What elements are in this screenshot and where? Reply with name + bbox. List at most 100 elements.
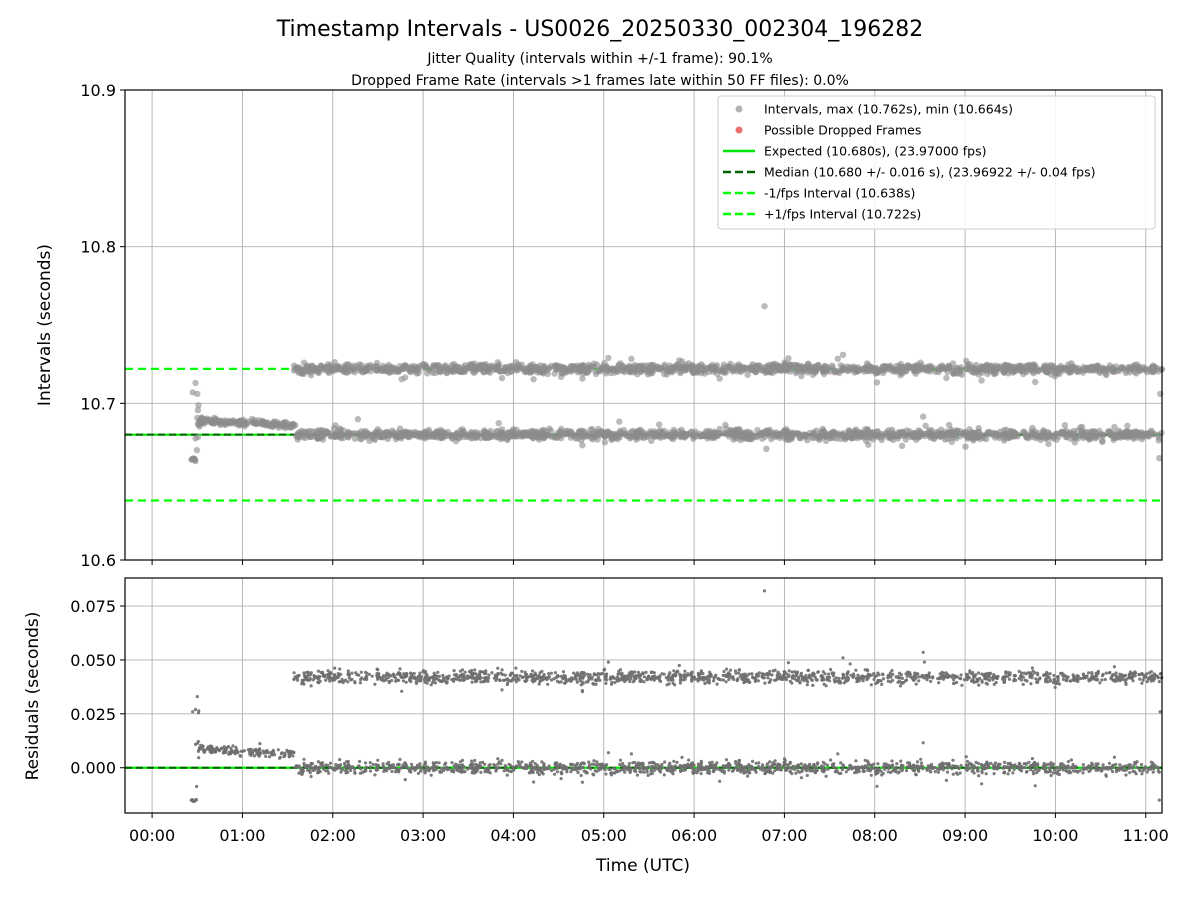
residuals-data-point xyxy=(677,663,681,668)
intervals-data-point xyxy=(530,376,537,383)
chart-subtitle-dropped: Dropped Frame Rate (intervals >1 frames … xyxy=(351,73,849,89)
residuals-data-point xyxy=(326,769,330,773)
residuals-data-point xyxy=(597,768,601,772)
intervals-data-point xyxy=(978,363,985,370)
residuals-data-point xyxy=(498,678,502,683)
intervals-data-point xyxy=(472,434,479,442)
intervals-data-point xyxy=(597,429,605,436)
intervals-data-point xyxy=(810,429,818,436)
residuals-data-point xyxy=(618,758,623,762)
residuals-data-point xyxy=(1071,762,1075,767)
residuals-data-point xyxy=(549,671,554,675)
intervals-data-point xyxy=(417,432,425,439)
intervals-data-point xyxy=(1061,422,1069,429)
residuals-data-point xyxy=(933,766,937,770)
intervals-data-point xyxy=(1062,433,1070,441)
residuals-data-point xyxy=(967,762,972,766)
intervals-data-point xyxy=(950,370,958,377)
residuals-data-point xyxy=(689,764,693,768)
residuals-data-point xyxy=(936,770,941,774)
residuals-data-point xyxy=(951,772,955,776)
intervals-data-point xyxy=(292,421,299,429)
intervals-data-point xyxy=(495,420,502,427)
residuals-data-point xyxy=(587,760,591,764)
intervals-data-point xyxy=(319,430,327,437)
intervals-data-point xyxy=(669,432,676,439)
intervals-data-point xyxy=(523,429,530,436)
intervals-data-point xyxy=(985,430,992,438)
residuals-data-point xyxy=(1139,763,1144,767)
residuals-data-point xyxy=(197,756,201,760)
residuals-data-point xyxy=(882,765,886,769)
residuals-data-point xyxy=(515,764,519,768)
residuals-data-point xyxy=(560,771,564,775)
intervals-data-point xyxy=(592,370,600,378)
residuals-data-point xyxy=(1081,771,1085,775)
residuals-data-point xyxy=(428,766,433,771)
intervals-data-point xyxy=(1002,362,1009,370)
residuals-data-point xyxy=(536,767,540,771)
intervals-data-point xyxy=(355,430,362,437)
residuals-data-point xyxy=(647,765,651,769)
residuals-data-point xyxy=(718,779,722,783)
residuals-data-point xyxy=(707,765,711,770)
residuals-data-point xyxy=(1094,762,1098,766)
residuals-data-point xyxy=(258,747,262,751)
intervals-data-point xyxy=(567,434,575,441)
residuals-data-point xyxy=(638,766,642,771)
residuals-data-point xyxy=(808,769,812,773)
residuals-data-point xyxy=(761,765,765,769)
intervals-data-point xyxy=(469,364,476,371)
intervals-data-point xyxy=(1031,428,1038,435)
residuals-data-point xyxy=(450,769,454,773)
legend-label-intervals: Intervals, max (10.762s), min (10.664s) xyxy=(764,102,1013,117)
residuals-data-point xyxy=(947,763,951,767)
intervals-data-point xyxy=(743,434,751,442)
intervals-data-point xyxy=(951,430,959,437)
intervals-data-point xyxy=(429,369,436,376)
intervals-data-point xyxy=(275,421,282,428)
residuals-data-point xyxy=(1075,769,1079,773)
residuals-data-point xyxy=(278,756,282,760)
intervals-data-point xyxy=(348,362,356,370)
intervals-data-point xyxy=(873,379,881,386)
intervals-data-point xyxy=(964,431,971,438)
residuals-data-point xyxy=(219,747,223,751)
residuals-data-point xyxy=(473,758,477,763)
residuals-data-point xyxy=(673,768,677,772)
intervals-data-point xyxy=(497,428,505,435)
residuals-data-point xyxy=(542,762,546,766)
residuals-data-point xyxy=(977,774,981,778)
residuals-data-point xyxy=(279,752,283,756)
residuals-data-point xyxy=(239,754,243,758)
intervals-data-point xyxy=(198,417,205,424)
residuals-data-point xyxy=(821,769,825,773)
residuals-data-point xyxy=(836,752,840,756)
intervals-data-point xyxy=(340,368,348,375)
intervals-data-point xyxy=(581,428,588,435)
residuals-data-point xyxy=(264,754,268,759)
residuals-data-point xyxy=(395,763,400,767)
residuals-data-point xyxy=(553,772,557,776)
residuals-data-point xyxy=(663,760,667,764)
intervals-data-point xyxy=(843,434,850,441)
residuals-data-point xyxy=(650,764,654,769)
residuals-data-point xyxy=(1132,763,1136,768)
residuals-data-point xyxy=(727,762,731,766)
intervals-data-point xyxy=(781,427,788,434)
residuals-data-point xyxy=(306,764,310,768)
residuals-data-point xyxy=(959,763,963,768)
intervals-data-point xyxy=(476,363,483,370)
residuals-data-point xyxy=(976,768,980,773)
residuals-data-point xyxy=(687,758,691,762)
residuals-data-point xyxy=(504,768,508,772)
intervals-data-point xyxy=(303,362,311,369)
intervals-data-point xyxy=(656,421,663,428)
residuals-data-point xyxy=(840,676,845,680)
intervals-data-point xyxy=(822,437,830,444)
residuals-data-point xyxy=(599,764,604,768)
residuals-data-point xyxy=(353,770,357,774)
intervals-data-point xyxy=(984,370,991,378)
residuals-data-point xyxy=(343,765,347,769)
intervals-data-point xyxy=(824,432,832,439)
